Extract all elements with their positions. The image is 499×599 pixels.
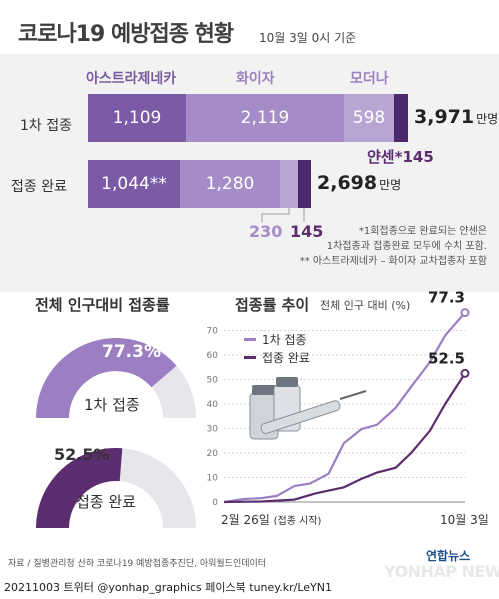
bar-complete-pfizer: 1,280 xyxy=(180,160,280,208)
bar-complete-astrazeneca: 1,044** xyxy=(88,160,180,208)
legend-first: 1차 접종 xyxy=(244,331,307,348)
y-tick-label: 70 xyxy=(207,327,219,337)
bar-first-moderna: 598 xyxy=(344,94,394,142)
rate-complete-label: 접종 완료 xyxy=(76,493,136,511)
bar-first-pfizer: 2,119 xyxy=(186,94,344,142)
y-tick-label: 40 xyxy=(207,400,219,410)
source-text: 자료 / 질병관리청 산하 코로나19 예방접종추진단, 아워월드인데이터 xyxy=(8,559,267,569)
footnote-3: ** 아스트라제네카 – 화이자 교차접종자 포함 xyxy=(299,256,487,267)
legend-complete-label: 접종 완료 xyxy=(262,351,310,365)
rate-title: 전체 인구대비 접종률 xyxy=(35,296,170,314)
gauge-first-fill xyxy=(36,338,177,418)
trend-start-label: 2월 26일 (접종 시작) xyxy=(221,511,321,528)
page-title: 코로나19 예방접종 현황 xyxy=(18,22,234,47)
bar-value: 1,280 xyxy=(205,174,255,194)
leader-lines xyxy=(261,208,305,222)
complete-janssen-value: 145 xyxy=(290,222,324,241)
y-tick-label: 60 xyxy=(207,351,219,361)
rate-complete-pct: 52.5% xyxy=(54,445,110,464)
series-end-label: 77.3 xyxy=(428,290,465,307)
label-moderna: 모더나 xyxy=(350,71,389,87)
janssen-label: 얀센*145 xyxy=(367,146,434,167)
complete-moderna-value: 230 xyxy=(249,222,283,241)
y-tick-label: 30 xyxy=(207,425,219,435)
label-pfizer: 화이자 xyxy=(236,71,275,87)
bar-complete-moderna xyxy=(280,160,298,208)
series-complete-line xyxy=(223,372,466,504)
footnote-1: *1회접종으로 완료되는 얀센은 xyxy=(358,226,487,237)
series-end-point xyxy=(460,368,470,378)
total-first-value: 3,971 xyxy=(414,106,475,128)
rate-gauges xyxy=(35,338,196,528)
series-first-line xyxy=(223,311,466,504)
trend-subtitle: 전체 인구 대비 (%) xyxy=(320,299,411,312)
legend-first-label: 1차 접종 xyxy=(262,333,307,347)
janssen-value: 145 xyxy=(402,148,434,166)
total-complete: 2,698 만명 xyxy=(317,172,401,194)
y-tick-label: 0 xyxy=(212,498,218,508)
bar-first-janssen xyxy=(394,94,408,142)
legend-complete: 접종 완료 xyxy=(244,349,310,366)
trend-chart: 0 10 20 30 40 50 60 70 77.3 52.5 xyxy=(207,290,470,508)
footnotes: *1회접종으로 완료되는 얀센은 1차접종과 접종완료 모두에 수치 포함. *… xyxy=(300,224,487,269)
legend-complete-swatch xyxy=(244,356,256,359)
rate-first-pct: 77.3% xyxy=(102,342,161,362)
bar-first-astrazeneca: 1,109 xyxy=(88,94,186,142)
footer-text: 20211003 트위터 @yonhap_graphics 페이스북 tuney… xyxy=(4,581,332,594)
trend-start-note: (접종 시작) xyxy=(273,516,322,527)
row-label-first: 1차 접종 xyxy=(20,118,72,134)
footnote-2: 1차접종과 접종완료 모두에 수치 포함. xyxy=(326,241,487,252)
date-reference: 10월 3일 0시 기준 xyxy=(259,31,357,45)
series-end-point xyxy=(460,308,470,318)
watermark: YONHAP NEWS xyxy=(384,562,499,581)
legend-first-swatch xyxy=(244,338,256,341)
y-tick-label: 20 xyxy=(207,449,219,459)
y-tick-label: 50 xyxy=(207,376,219,386)
bar-value: 1,109 xyxy=(112,108,162,128)
leader-moderna xyxy=(261,208,290,222)
unit-complete: 만명 xyxy=(379,178,402,192)
label-astrazeneca: 아스트라제네카 xyxy=(86,71,177,87)
bar-value: 598 xyxy=(352,108,386,128)
yonhap-logo: 연합뉴스 xyxy=(426,549,471,563)
total-complete-value: 2,698 xyxy=(317,172,378,194)
gauge-complete-fill xyxy=(35,447,123,528)
trend-lines: 77.3 52.5 xyxy=(223,290,470,504)
trend-title: 접종률 추이 xyxy=(235,296,310,314)
trend-start-date: 2월 26일 xyxy=(221,513,270,527)
bar-value: 1,044** xyxy=(101,174,167,194)
unit-first: 만명 xyxy=(476,112,499,126)
total-first: 3,971 만명 xyxy=(414,106,498,128)
rate-first-label: 1차 접종 xyxy=(84,396,140,414)
vaccine-illustration xyxy=(249,377,367,440)
trend-end-label: 10월 3일 xyxy=(440,513,489,527)
series-end-label: 52.5 xyxy=(428,349,465,367)
y-tick-label: 10 xyxy=(207,474,219,484)
row-label-complete: 접종 완료 xyxy=(11,179,67,195)
bar-value: 2,119 xyxy=(240,108,290,128)
bar-complete-janssen xyxy=(298,160,311,208)
janssen-name: 얀센* xyxy=(367,148,403,166)
